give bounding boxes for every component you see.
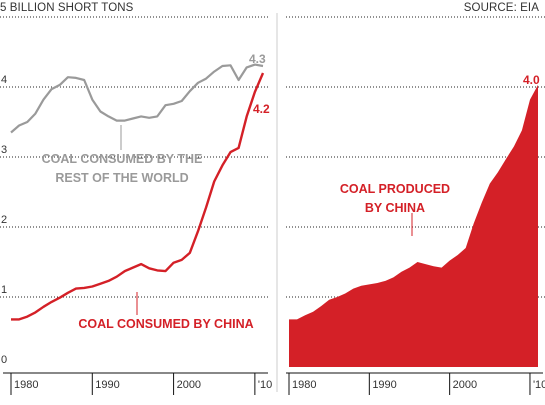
series-label-china-consumed: COAL CONSUMED BY CHINA: [78, 317, 253, 331]
y-tick-label: 1: [1, 284, 7, 296]
x-tick-label-left: 2000: [177, 379, 201, 391]
x-tick-label-left: 1990: [95, 379, 119, 391]
end-value-label-china-produced: 4.0: [523, 73, 540, 87]
x-tick-label-right: 1980: [292, 379, 316, 391]
y-tick-label: 2: [1, 214, 7, 226]
x-tick-label-left: '10: [258, 379, 272, 391]
y-tick-label: 0: [1, 354, 7, 366]
series-label-world: COAL CONSUMED BY THE: [42, 152, 203, 166]
area-china-produced: [289, 84, 538, 368]
series-line-rest-of-world: [10, 63, 264, 134]
series-label-china-produced: BY CHINA: [365, 201, 425, 215]
y-tick-label: 3: [1, 144, 7, 156]
series-line-china-consumed: [11, 72, 265, 321]
x-tick-label-right: '10: [533, 379, 545, 391]
series-label-world: REST OF THE WORLD: [55, 171, 188, 185]
y-axis-unit-label: 5 BILLION SHORT TONS: [0, 2, 134, 14]
y-tick-label: 4: [1, 74, 7, 86]
series-label-china-produced: COAL PRODUCED: [340, 182, 450, 196]
source-label: SOURCE: EIA: [463, 2, 539, 14]
x-tick-label-right: 1990: [372, 379, 396, 391]
end-value-label-china-consumed: 4.2: [253, 102, 270, 116]
x-tick-label-left: 1980: [14, 379, 38, 391]
end-value-label-world: 4.3: [249, 52, 266, 66]
x-tick-label-right: 2000: [453, 379, 477, 391]
